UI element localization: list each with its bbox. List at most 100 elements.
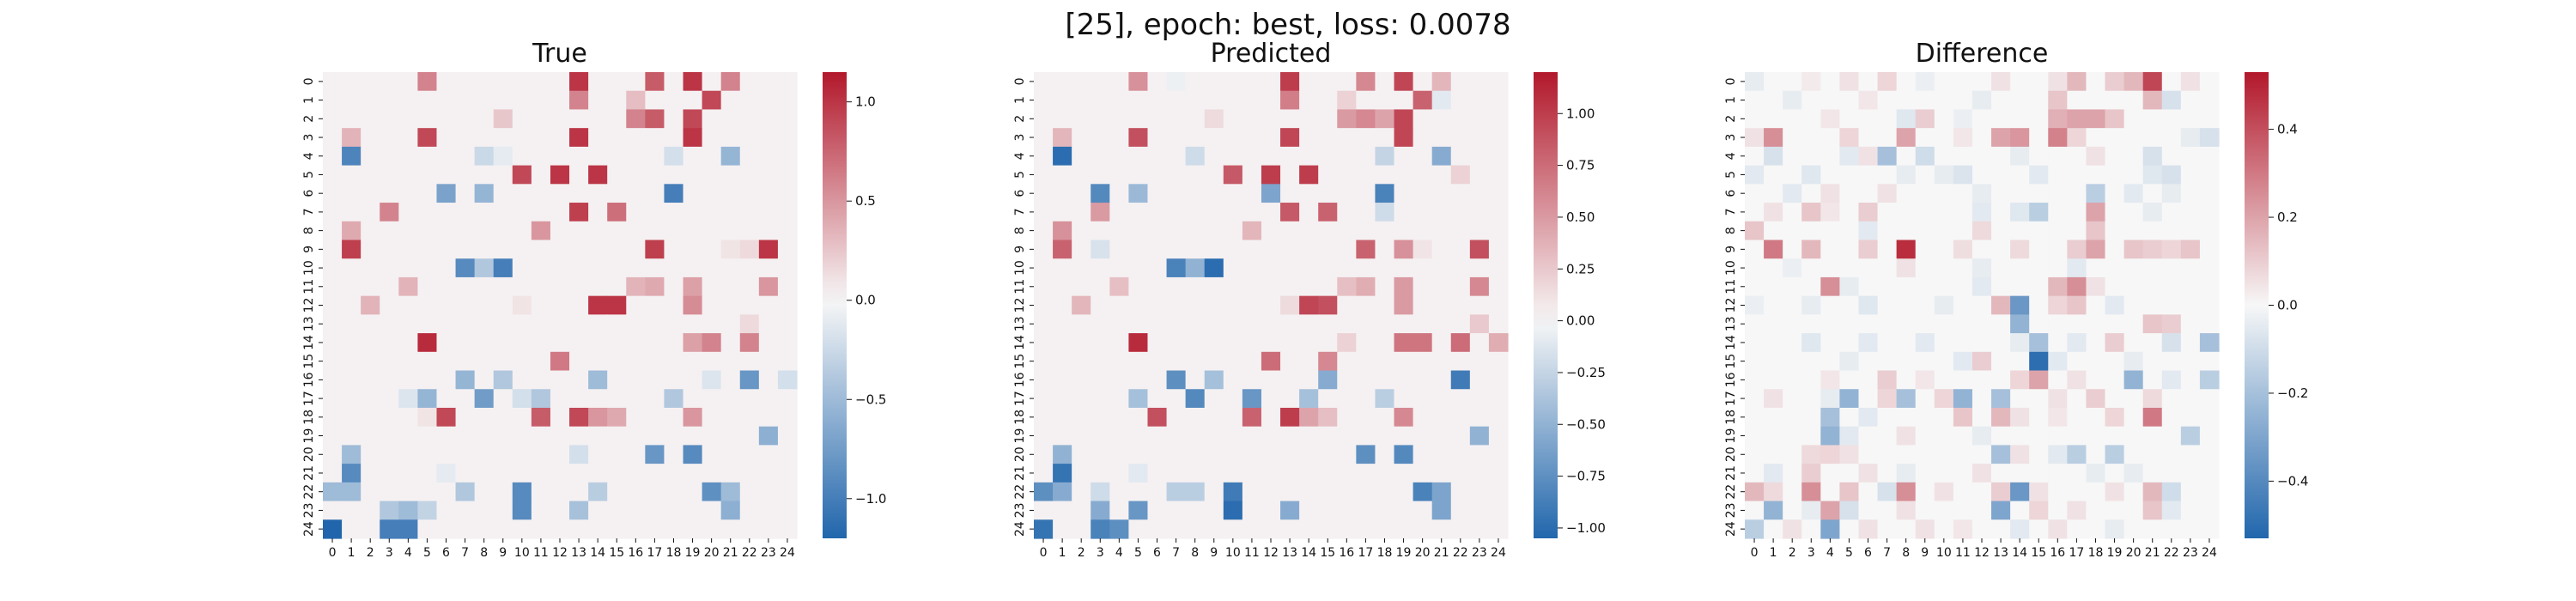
heatmap-cell [1820,482,1840,502]
heatmap-cell [1128,464,1149,483]
heatmap-cell [1091,501,1110,520]
heatmap-cell [1801,203,1821,222]
heatmap-cell [777,221,798,241]
heatmap-cell [1053,165,1072,185]
heatmap-cell [1877,165,1898,185]
heatmap-cell [2161,445,2182,464]
x-tick-label: 15 [1320,546,1335,560]
heatmap-cell [1280,314,1300,334]
colorbar-tick-label: 0.0 [2277,298,2298,313]
heatmap-cell [1318,276,1338,297]
heatmap-cell [683,501,703,520]
heatmap-cell [683,314,703,334]
heatmap-cell [1896,519,1917,539]
heatmap-cell [531,295,551,315]
heatmap-cell [1783,351,1802,372]
heatmap-cell [1166,203,1187,222]
heatmap-cell [2180,203,2201,222]
heatmap-cell [626,240,646,259]
heatmap-cell [2105,295,2125,315]
heatmap-cell [1147,314,1168,334]
heatmap-cell [1375,370,1395,390]
y-tick-label: 15 [302,354,316,369]
heatmap-cell [380,333,399,353]
heatmap-cell [702,370,722,390]
heatmap-cell [398,276,418,297]
heatmap-cell [1469,370,1490,390]
heatmap-cell [1745,109,1765,129]
heatmap-cell [2010,501,2030,520]
heatmap-cell [758,128,779,148]
heatmap-cell [1299,351,1319,372]
heatmap-cell [512,240,532,259]
heatmap-cell [664,407,684,428]
heatmap-cell [1053,445,1072,464]
heatmap-cell [1877,333,1898,353]
heatmap-cell [720,445,741,464]
heatmap-cell [1242,146,1262,167]
heatmap-cell [1991,389,2011,409]
y-tick-label: 9 [302,246,316,253]
x-tick-label: 0 [329,546,337,560]
heatmap-cell [1337,90,1357,111]
heatmap-cell [512,72,532,92]
heatmap-cell [1488,519,1509,539]
heatmap-cell [1034,333,1054,353]
heatmap-cell [2086,72,2106,92]
heatmap-cell [1109,370,1129,390]
heatmap-cell [1915,90,1935,111]
colorbar-tick-label: −1.0 [855,491,886,507]
heatmap-cell [436,351,457,372]
heatmap-cell [1375,464,1395,483]
heatmap-cell [1356,351,1376,372]
heatmap-cell [607,389,627,409]
heatmap-cell [361,203,380,222]
heatmap-cell [550,128,570,148]
heatmap-cell [417,109,438,129]
heatmap-cell [1318,165,1338,185]
heatmap-cell [1915,333,1935,353]
heatmap-cell [1450,501,1471,520]
heatmap-cell [1915,426,1935,446]
heatmap-cell [2010,128,2030,148]
heatmap-cell [1185,333,1206,353]
heatmap-cell [2161,221,2182,241]
heatmap-cell [2029,370,2049,390]
heatmap-cell [1185,221,1206,241]
heatmap-cell [436,221,457,241]
heatmap-cell [1034,426,1054,446]
heatmap-cell [1488,426,1509,446]
heatmap-cell [1450,146,1471,167]
heatmap-cell [2086,146,2106,167]
heatmap-cell [361,333,380,353]
heatmap-cell [758,276,779,297]
heatmap-cell [1072,407,1091,428]
x-tick-label: 6 [1153,546,1161,560]
heatmap-cell [2180,351,2201,372]
y-tick-label: 14 [1724,335,1738,350]
heatmap-cell [342,72,361,92]
heatmap-cell [550,501,570,520]
colorbar [823,72,847,538]
heatmap-cell [777,276,798,297]
heatmap-cell [2180,333,2201,353]
heatmap-cell [361,258,380,278]
heatmap-cell [569,389,589,409]
heatmap-cell [1204,240,1224,259]
heatmap-cell [1280,221,1300,241]
heatmap-cell [2199,482,2220,502]
y-tick-label: 19 [1724,428,1738,444]
heatmap-cell [2048,333,2068,353]
heatmap-cell [1204,445,1224,464]
heatmap-cell [1185,519,1206,539]
heatmap-cell [1469,72,1490,92]
heatmap-cell [739,258,760,278]
heatmap-cell [380,482,399,502]
heatmap-cell [777,146,798,167]
heatmap-cell [702,519,722,539]
heatmap-cell [1375,445,1395,464]
heatmap-cell [1128,221,1149,241]
x-tick-label: 10 [514,546,530,560]
y-tick-label: 8 [1013,227,1027,234]
heatmap-cell [1109,258,1129,278]
